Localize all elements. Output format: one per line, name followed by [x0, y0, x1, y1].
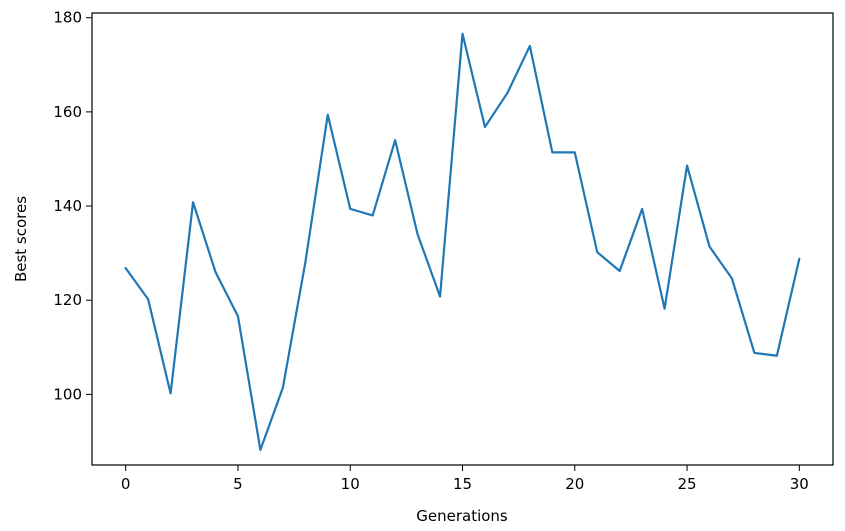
x-tick-label: 30: [790, 475, 809, 493]
y-tick-label: 180: [53, 9, 82, 27]
x-tick-label: 20: [565, 475, 584, 493]
series-layer: [124, 32, 801, 452]
series-line: [124, 32, 801, 452]
y-axis-label: Best scores: [12, 196, 30, 282]
x-tick-label: 10: [341, 475, 360, 493]
y-tick-label: 120: [53, 291, 82, 309]
x-tick-label: 0: [121, 475, 131, 493]
x-tick-label: 25: [677, 475, 696, 493]
y-tick-label: 160: [53, 103, 82, 121]
x-tick-label: 5: [233, 475, 243, 493]
y-tick-label: 100: [53, 385, 82, 403]
y-tick-label: 140: [53, 197, 82, 215]
ticks-layer: 0 5 10 15 20 25 30 100 120 140 160 180: [53, 9, 809, 493]
x-tick-label: 15: [453, 475, 472, 493]
x-axis-label: Generations: [416, 507, 508, 525]
plot-frame: [91, 12, 834, 466]
